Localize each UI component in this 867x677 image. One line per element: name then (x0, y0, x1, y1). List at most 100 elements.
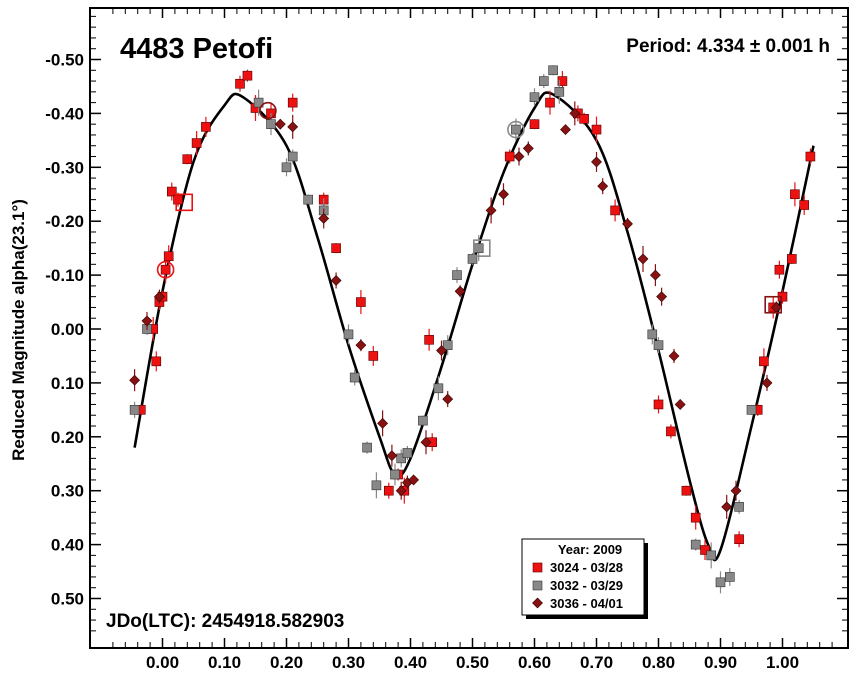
data-point (668, 350, 680, 362)
data-point (529, 92, 540, 103)
x-tick-label: 0.10 (208, 653, 241, 672)
data-point (579, 113, 589, 124)
legend-marker-3024 (532, 562, 543, 573)
data-point (253, 97, 264, 108)
data-point (557, 76, 568, 86)
chart-title: 4483 Petofi (120, 33, 273, 65)
data-point (774, 264, 785, 275)
data-point (591, 156, 602, 168)
data-point (182, 154, 193, 165)
data-point (560, 124, 571, 135)
data-point (390, 469, 400, 480)
data-point (538, 76, 549, 86)
data-points-layer (129, 65, 816, 594)
plot-frame (89, 7, 849, 649)
data-point (242, 70, 253, 81)
y-tick-label: 0.00 (51, 320, 84, 339)
y-tick-label: -0.10 (45, 266, 84, 285)
legend-label-3032: 3032 - 03/29 (550, 578, 623, 593)
data-point (649, 269, 661, 281)
data-point (734, 502, 744, 512)
data-point (383, 485, 394, 496)
data-point (160, 264, 171, 275)
data-point (761, 377, 773, 389)
x-tick-label: 0.80 (642, 653, 675, 672)
highlight-square (472, 239, 491, 257)
data-point (235, 78, 245, 89)
data-point (653, 399, 664, 410)
data-point (386, 450, 398, 462)
data-point (402, 448, 413, 458)
data-point (173, 194, 183, 205)
legend-marker-3032 (532, 580, 543, 591)
data-point (356, 297, 366, 307)
axis-ticks: 0.00 0.10 0.20 0.30 0.40 0.50 0.60 0.70 0.80 0.90… (45, 8, 848, 672)
data-point (467, 254, 478, 264)
data-point (529, 119, 540, 129)
x-tick-label: 0.40 (394, 653, 427, 672)
data-point (436, 345, 447, 356)
data-point (485, 204, 497, 216)
highlight-square (764, 295, 783, 314)
data-point (637, 253, 649, 265)
x-tick-label: 1.00 (766, 653, 799, 672)
data-point (511, 124, 521, 135)
data-point (418, 415, 428, 426)
data-point (473, 243, 484, 253)
y-tick-label: -0.40 (45, 104, 84, 123)
data-point (281, 162, 292, 173)
data-point (522, 143, 534, 154)
highlight-circle (156, 260, 175, 279)
legend-label-3024: 3024 - 03/28 (550, 560, 623, 575)
data-point (799, 200, 810, 210)
data-point (331, 243, 341, 253)
x-tick-label: 0.70 (580, 653, 613, 672)
y-axis-title: Reduced Magnitude alpha(23.1°) (9, 199, 28, 461)
data-point (454, 285, 466, 297)
x-tick-label: 0.30 (332, 653, 365, 672)
data-point (647, 329, 658, 340)
data-point (545, 97, 555, 108)
data-point (395, 485, 407, 497)
data-point (349, 372, 360, 383)
data-point (201, 122, 211, 132)
highlight-circle (259, 101, 277, 120)
data-point (343, 329, 354, 340)
data-point (715, 577, 726, 588)
data-point (674, 399, 686, 410)
data-point (396, 453, 407, 464)
data-point (355, 339, 367, 351)
period-label: Period: 4.334 ± 0.001 h (626, 36, 830, 57)
y-tick-label: -0.30 (45, 158, 84, 177)
data-point (129, 405, 140, 415)
data-point (498, 188, 509, 200)
data-point (786, 254, 797, 264)
data-point (724, 572, 735, 582)
data-point (569, 107, 581, 119)
data-point (759, 356, 769, 367)
epoch-label: JDo(LTC): 2454918.582903 (106, 611, 344, 632)
data-point (746, 405, 757, 415)
y-tick-label: -0.50 (45, 51, 84, 70)
legend-box (521, 538, 645, 616)
data-point (730, 485, 742, 497)
data-point (318, 213, 330, 224)
data-point (141, 315, 153, 327)
y-tick-label: 0.20 (51, 428, 84, 447)
y-tick-label: -0.20 (45, 212, 84, 231)
legend: Year: 2009 3024 - 03/28 3032 - 03/29 303… (521, 538, 648, 619)
x-tick-label: 0.00 (146, 653, 179, 672)
y-tick-label: 0.10 (51, 374, 84, 393)
data-point (610, 205, 620, 216)
data-point (513, 151, 525, 162)
x-tick-label: 0.90 (704, 653, 737, 672)
data-point (153, 291, 165, 303)
highlight-square (175, 193, 193, 212)
data-point (287, 97, 298, 108)
data-point (734, 534, 744, 545)
y-tick-label: 0.40 (51, 536, 84, 555)
y-tick-label: 0.50 (51, 590, 84, 609)
data-point (420, 436, 432, 448)
data-point (681, 485, 692, 496)
data-point (287, 121, 299, 133)
